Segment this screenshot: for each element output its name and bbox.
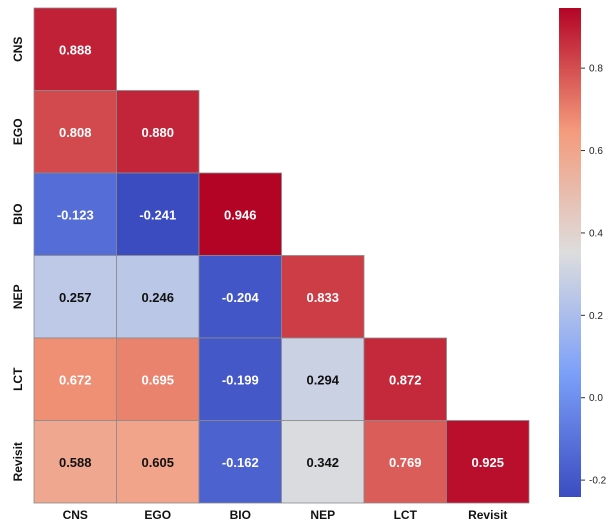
column-label-cns: CNS [63,508,88,522]
cell-bio-ego [116,172,200,256]
column-label-revisit: Revisit [468,508,507,522]
cell-label-lct-cns: 0.672 [59,372,92,387]
cell-label-nep-ego: 0.246 [141,290,174,305]
colorbar-tick-label-2: 0.2 [589,311,603,322]
cell-label-nep-cns: 0.257 [59,290,92,305]
cell-ego-ego [116,90,200,174]
cell-label-lct-nep: 0.294 [306,372,339,387]
column-labels: CNS EGO BIO NEP LCT Revisit [63,508,508,522]
cell-label-revisit-bio: -0.162 [222,455,259,470]
row-label-bio: BIO [11,204,25,225]
cell-label-bio-cns: -0.123 [57,207,94,222]
cell-nep-ego [116,255,200,339]
column-label-bio: BIO [230,508,251,522]
cell-label-revisit-ego: 0.605 [141,455,174,470]
cell-lct-nep [281,337,365,421]
row-label-cns: CNS [11,37,25,62]
cell-revisit-revisit [446,420,530,504]
column-label-ego: EGO [144,508,171,522]
heatmap-cells: 0.888 0.808 0.880 -0.123 -0.241 0.946 0.257 0.2… [33,7,530,504]
cell-label-lct-ego: 0.695 [141,372,174,387]
column-label-nep: NEP [310,508,335,522]
cell-label-bio-bio: 0.946 [224,207,257,222]
cell-revisit-bio [198,420,282,504]
cell-label-revisit-lct: 0.769 [389,455,422,470]
row-label-lct: LCT [11,367,25,391]
cell-label-ego-cns: 0.808 [59,125,92,140]
colorbar-ticks: -0.2 0.0 0.2 0.4 0.6 0.8 [581,64,607,487]
cell-revisit-ego [116,420,200,504]
cell-label-revisit-revisit: 0.925 [471,455,504,470]
cell-ego-cns [33,90,117,174]
cell-label-revisit-nep: 0.342 [306,455,339,470]
row-label-nep: NEP [11,284,25,309]
colorbar-tick-label-1: 0.0 [589,393,603,404]
cell-label-cns-cns: 0.888 [59,42,92,57]
cell-revisit-lct [363,420,447,504]
cell-cns-cns [33,7,117,91]
cell-bio-cns [33,172,117,256]
cell-label-nep-bio: -0.204 [222,290,260,305]
row-label-revisit: Revisit [11,442,25,481]
colorbar-tick-label-3: 0.4 [589,228,603,239]
column-label-lct: LCT [394,508,418,522]
cell-revisit-cns [33,420,117,504]
colorbar-tick-label-4: 0.6 [589,146,603,157]
cell-lct-ego [116,337,200,421]
cell-label-ego-ego: 0.880 [141,125,174,140]
row-label-ego: EGO [11,118,25,145]
cell-label-revisit-cns: 0.588 [59,455,92,470]
cell-bio-bio [198,172,282,256]
cell-revisit-nep [281,420,365,504]
colorbar-tick-label-5: 0.8 [589,64,603,75]
row-labels: CNS EGO BIO NEP LCT Revisit [11,37,25,482]
colorbar-tick-label-0: -0.2 [589,476,607,487]
cell-nep-nep [281,255,365,339]
cell-label-bio-ego: -0.241 [139,207,176,222]
colorbar [559,8,581,497]
cell-label-lct-bio: -0.199 [222,372,259,387]
cell-lct-lct [363,337,447,421]
cell-label-lct-lct: 0.872 [389,372,422,387]
cell-lct-bio [198,337,282,421]
cell-label-nep-nep: 0.833 [306,290,339,305]
colorbar-gradient [559,8,581,497]
